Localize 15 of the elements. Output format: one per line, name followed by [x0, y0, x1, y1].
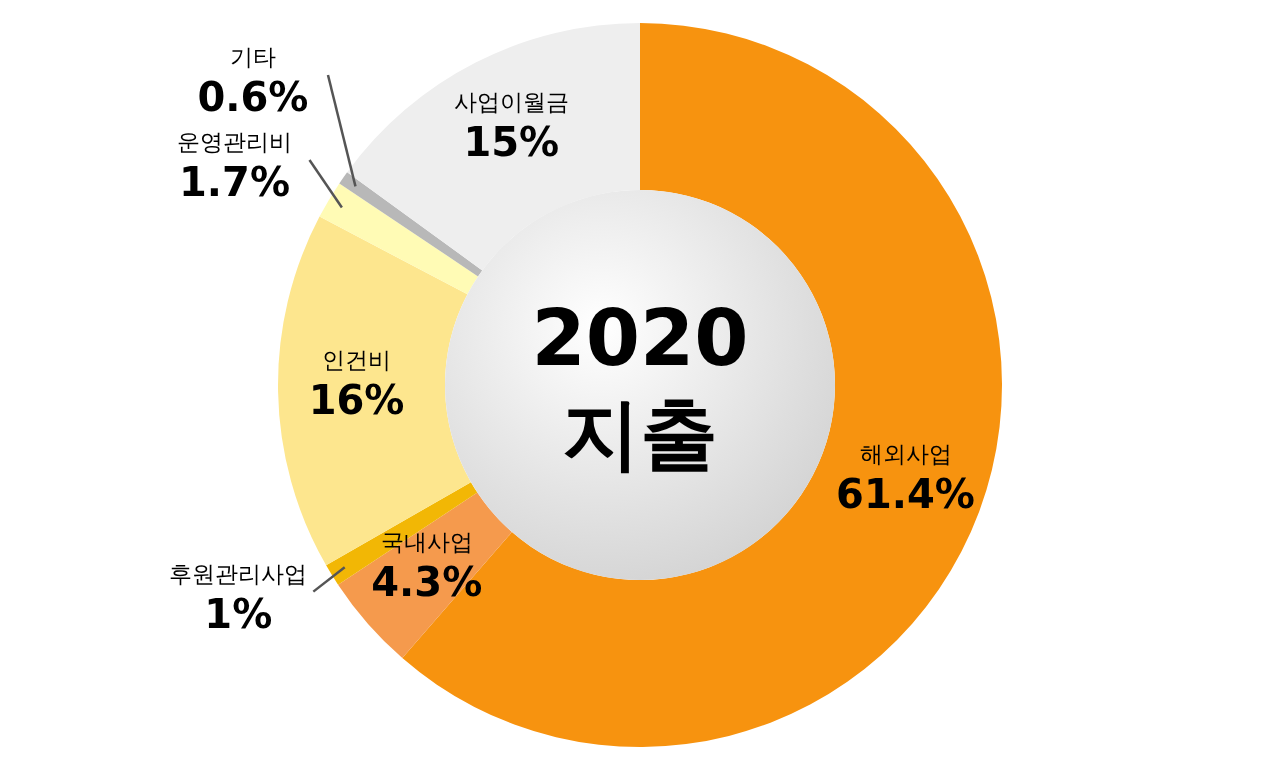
data-label: 1% — [204, 590, 273, 637]
text: 2020 지출 — [531, 293, 749, 479]
slice-label: 기타 — [229, 43, 276, 70]
data-label: 4.3% — [371, 558, 483, 605]
slice-label: 운영관리비 — [176, 128, 292, 155]
slice-label: 해외사업 — [859, 441, 952, 468]
data-label: 15% — [463, 119, 560, 166]
data-label: 61.4% — [836, 471, 975, 518]
data-label: 0.6% — [197, 73, 309, 120]
data-label: 16% — [308, 377, 405, 424]
slice-label: 후원관리사업 — [169, 560, 308, 587]
data-label: 1.7% — [179, 158, 290, 205]
slice-label: 인건비 — [322, 347, 392, 374]
slice-label: 사업이월금 — [453, 89, 569, 116]
slice-label: 국내사업 — [380, 528, 473, 555]
